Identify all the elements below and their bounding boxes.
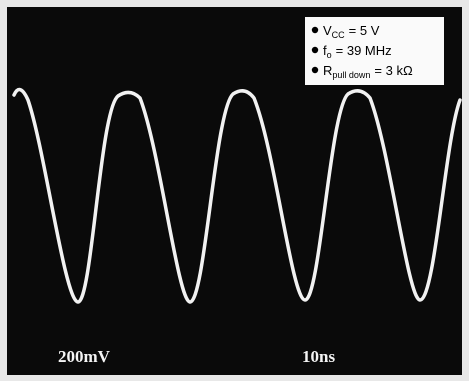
horizontal-scale: 10ns — [302, 347, 335, 366]
bullet — [311, 66, 319, 74]
legend-box — [305, 17, 444, 85]
legend-entry: VCC = 5 V — [323, 23, 380, 40]
legend-items: VCC = 5 V fo = 39 MHz Rpull down = 3 kΩ — [311, 23, 413, 80]
subscript: pull down — [332, 70, 370, 80]
symbol: f — [323, 43, 327, 58]
waveform — [12, 87, 462, 304]
vertical-scale: 200mV — [58, 347, 111, 366]
symbol: R — [323, 63, 332, 78]
symbol: V — [323, 23, 332, 38]
subscript: o — [327, 50, 332, 60]
subscript: CC — [332, 30, 345, 40]
value: = 3 kΩ — [374, 63, 413, 78]
legend-entry: fo = 39 MHz — [323, 43, 392, 60]
legend-entry: Rpull down = 3 kΩ — [323, 63, 413, 80]
bullet — [311, 46, 319, 54]
value: = 39 MHz — [336, 43, 392, 58]
value: = 5 V — [349, 23, 380, 38]
bullet — [311, 26, 319, 34]
